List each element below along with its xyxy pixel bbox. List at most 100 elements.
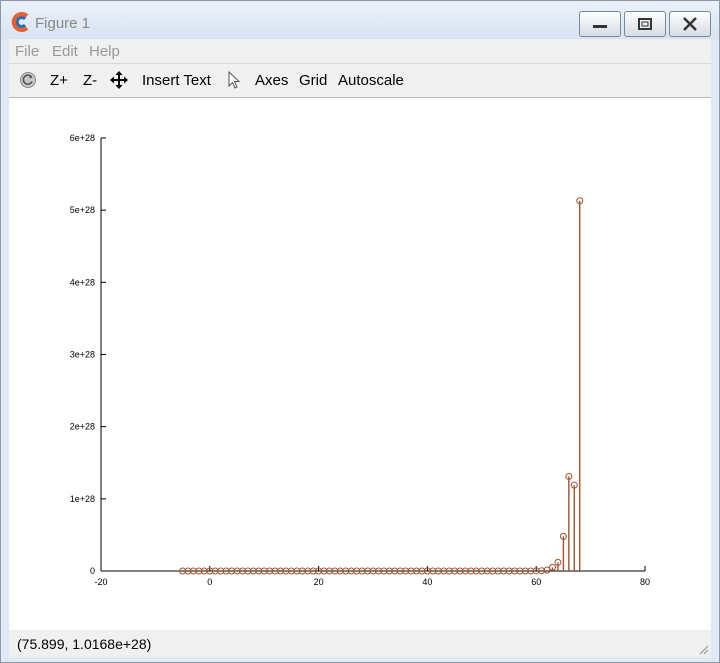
stem-marker <box>304 567 312 575</box>
stem-marker <box>413 567 421 575</box>
stem-marker <box>489 567 497 575</box>
stem-marker <box>336 567 344 575</box>
stem-marker <box>309 567 317 575</box>
stem-marker <box>228 567 236 575</box>
y-tick-label: 0 <box>90 566 95 576</box>
stem-marker <box>391 567 399 575</box>
stem-marker <box>538 567 546 575</box>
y-tick-label: 5e+28 <box>70 205 95 215</box>
stem-marker <box>331 567 339 575</box>
status-bar: (75.899, 1.0168e+28) <box>9 630 711 657</box>
x-tick-label: -20 <box>94 577 107 587</box>
stem-marker <box>266 567 274 575</box>
stem-marker <box>532 567 540 575</box>
maximize-button[interactable] <box>624 11 666 37</box>
stem-marker <box>342 567 350 575</box>
pointer-icon[interactable] <box>227 71 241 89</box>
stem-marker <box>527 567 535 575</box>
stem-marker <box>505 567 513 575</box>
stem-marker <box>200 567 208 575</box>
stem-marker <box>549 563 557 571</box>
stem-marker <box>576 197 584 205</box>
stem-marker <box>217 567 225 575</box>
stem-marker <box>402 567 410 575</box>
stem-marker <box>461 567 469 575</box>
stem-marker <box>434 567 442 575</box>
stem-marker <box>222 567 230 575</box>
stem-marker <box>249 567 257 575</box>
stem-marker <box>179 567 187 575</box>
stem-marker <box>347 567 355 575</box>
resize-grip-icon[interactable] <box>697 643 709 655</box>
autoscale-button[interactable]: Autoscale <box>338 72 404 89</box>
y-tick-label: 6e+28 <box>70 133 95 143</box>
cursor-coordinates: (75.899, 1.0168e+28) <box>17 636 152 652</box>
app-logo-icon <box>11 12 29 32</box>
stem-marker <box>189 567 197 575</box>
stem-marker <box>423 567 431 575</box>
stem-marker <box>369 567 377 575</box>
menu-bar: File Edit Help <box>9 39 711 64</box>
stem-marker <box>195 567 203 575</box>
stem-marker <box>206 567 214 575</box>
stem-marker <box>429 567 437 575</box>
menu-edit[interactable]: Edit <box>52 43 78 60</box>
stem-marker <box>396 567 404 575</box>
stem-marker <box>565 472 573 480</box>
stem-marker <box>559 532 567 540</box>
stem-marker <box>238 567 246 575</box>
stem-marker <box>271 567 279 575</box>
stem-marker <box>516 567 524 575</box>
minimize-button[interactable] <box>579 11 621 37</box>
stem-marker <box>244 567 252 575</box>
stem-marker <box>315 567 323 575</box>
stem-chart[interactable]: -20 0 20 40 60 8001e+282e+283e+284e+285e+286e… <box>9 98 711 630</box>
menu-file[interactable]: File <box>15 43 40 60</box>
y-tick-label: 4e+28 <box>70 277 95 287</box>
stem-marker <box>364 567 372 575</box>
stem-marker <box>445 567 453 575</box>
stem-marker <box>374 567 382 575</box>
axes-button[interactable]: Axes <box>255 72 289 89</box>
stem-marker <box>500 567 508 575</box>
title-bar[interactable]: Figure 1 <box>1 1 719 39</box>
stem-marker <box>494 567 502 575</box>
zoom-out-button[interactable]: Z- <box>83 72 98 89</box>
plot-area[interactable]: -20 0 20 40 60 80 0 1e+28 2e+28 3e+28 4e+28 5e+28 6e… <box>9 98 711 630</box>
menu-help[interactable]: Help <box>89 43 120 60</box>
rotate-icon[interactable] <box>19 71 37 89</box>
stem-marker <box>211 567 219 575</box>
close-button[interactable] <box>669 11 711 37</box>
pan-arrows-icon[interactable] <box>110 71 128 89</box>
stem-marker <box>353 567 361 575</box>
x-tick-label: 40 <box>422 577 432 587</box>
insert-text-button[interactable]: Insert Text <box>142 72 211 89</box>
stem-marker <box>277 567 285 575</box>
y-tick-label: 3e+28 <box>70 350 95 360</box>
stem-marker <box>472 567 480 575</box>
stem-marker <box>418 567 426 575</box>
stem-marker <box>478 567 486 575</box>
stem-marker <box>440 567 448 575</box>
stem-marker <box>543 566 551 574</box>
grid-button[interactable]: Grid <box>299 72 328 89</box>
stem-marker <box>380 567 388 575</box>
stem-marker <box>282 567 290 575</box>
zoom-in-button[interactable]: Z+ <box>50 72 68 89</box>
maximize-icon <box>638 18 652 30</box>
stem-marker <box>358 567 366 575</box>
close-icon <box>683 17 697 31</box>
window-title: Figure 1 <box>35 15 91 32</box>
stem-marker <box>570 481 578 489</box>
stem-marker <box>554 558 562 566</box>
stem-marker <box>510 567 518 575</box>
y-tick-label: 1e+28 <box>70 494 95 504</box>
stem-marker <box>255 567 263 575</box>
stem-marker <box>385 567 393 575</box>
stem-marker <box>184 567 192 575</box>
stem-marker <box>287 567 295 575</box>
stem-marker <box>407 567 415 575</box>
stem-marker <box>320 567 328 575</box>
stem-marker <box>456 567 464 575</box>
